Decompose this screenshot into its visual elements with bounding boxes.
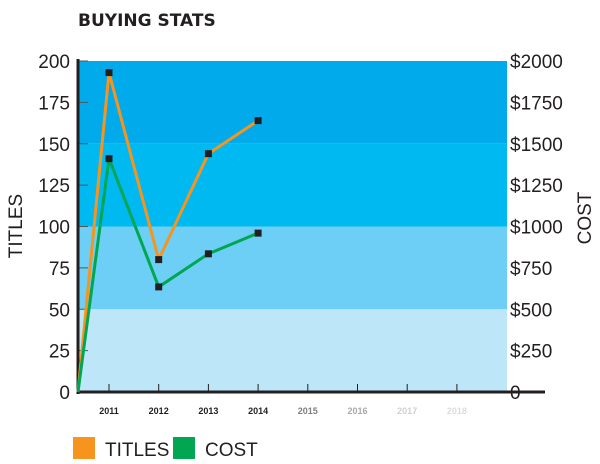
legend-label-titles: TITLES <box>105 440 169 461</box>
y-tick-label: 100 <box>38 218 70 239</box>
band-3 <box>78 61 507 144</box>
y-tick-label: 0 <box>59 383 70 404</box>
x-tick-label: 2018 <box>447 406 467 416</box>
legend-swatch-cost <box>173 437 195 459</box>
y2-tick-label: $1750 <box>510 93 563 114</box>
y-axis-label: TITLES <box>6 194 27 258</box>
y-tick-label: 50 <box>49 300 70 321</box>
x-tick-label: 2017 <box>397 406 417 416</box>
data-point-titles <box>204 150 212 158</box>
y2-tick-label: $2000 <box>510 52 563 73</box>
x-tick-label: 2014 <box>248 406 268 416</box>
y2-tick-label: $750 <box>510 259 552 280</box>
y-tick-label: 175 <box>38 93 70 114</box>
data-point-titles <box>155 256 163 264</box>
data-point-cost <box>204 250 212 258</box>
y2-tick-label: $250 <box>510 342 552 363</box>
data-point-cost <box>105 155 113 163</box>
y2-tick-label: $1000 <box>510 218 563 239</box>
legend-label-cost: COST <box>205 440 258 461</box>
band-0 <box>78 309 507 392</box>
y2-tick-label: $1250 <box>510 176 563 197</box>
y2-tick-label: $1500 <box>510 135 563 156</box>
data-point-titles <box>254 117 262 125</box>
x-tick-label: 2016 <box>347 406 367 416</box>
x-tick-label: 2013 <box>198 406 218 416</box>
y-tick-label: 125 <box>38 176 70 197</box>
x-tick-label: 2011 <box>99 406 119 416</box>
x-tick-label: 2015 <box>298 406 318 416</box>
legend-swatch-titles <box>73 437 95 459</box>
chart-title: BUYING STATS <box>78 11 216 31</box>
y2-tick-label: $500 <box>510 300 552 321</box>
band-2 <box>78 143 507 227</box>
y-tick-label: 200 <box>38 52 70 73</box>
data-point-cost <box>155 283 163 291</box>
data-point-cost <box>254 229 262 237</box>
y2-axis-label: COST <box>575 191 596 244</box>
y-tick-label: 75 <box>49 259 70 280</box>
x-tick-label: 2012 <box>149 406 169 416</box>
y-tick-label: 150 <box>38 135 70 156</box>
y-tick-label: 25 <box>49 342 70 363</box>
data-point-titles <box>105 69 113 77</box>
band-1 <box>78 226 507 310</box>
